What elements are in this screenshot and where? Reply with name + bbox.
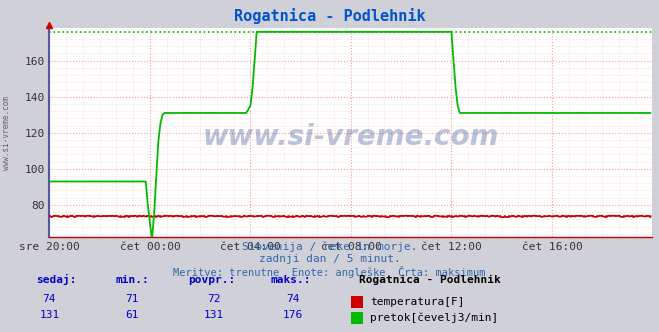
Text: www.si-vreme.com: www.si-vreme.com — [203, 123, 499, 151]
Text: min.:: min.: — [115, 275, 149, 285]
Text: sedaj:: sedaj: — [36, 274, 76, 285]
Text: zadnji dan / 5 minut.: zadnji dan / 5 minut. — [258, 254, 401, 264]
Text: Rogatnica - Podlehnik: Rogatnica - Podlehnik — [234, 8, 425, 24]
Text: maks.:: maks.: — [270, 275, 310, 285]
Text: Rogatnica - Podlehnik: Rogatnica - Podlehnik — [359, 275, 501, 285]
Text: temperatura[F]: temperatura[F] — [370, 297, 465, 307]
Text: povpr.:: povpr.: — [188, 275, 235, 285]
Text: pretok[čevelj3/min]: pretok[čevelj3/min] — [370, 313, 499, 323]
Text: Meritve: trenutne  Enote: angleške  Črta: maksimum: Meritve: trenutne Enote: angleške Črta: … — [173, 266, 486, 278]
Text: 72: 72 — [208, 294, 221, 304]
Text: 74: 74 — [287, 294, 300, 304]
Text: 131: 131 — [204, 310, 224, 320]
Text: www.si-vreme.com: www.si-vreme.com — [2, 96, 11, 170]
Text: 176: 176 — [283, 310, 303, 320]
Text: 61: 61 — [125, 310, 138, 320]
Text: 71: 71 — [125, 294, 138, 304]
Text: 74: 74 — [43, 294, 56, 304]
Text: Slovenija / reke in morje.: Slovenija / reke in morje. — [242, 242, 417, 252]
Text: 131: 131 — [40, 310, 59, 320]
